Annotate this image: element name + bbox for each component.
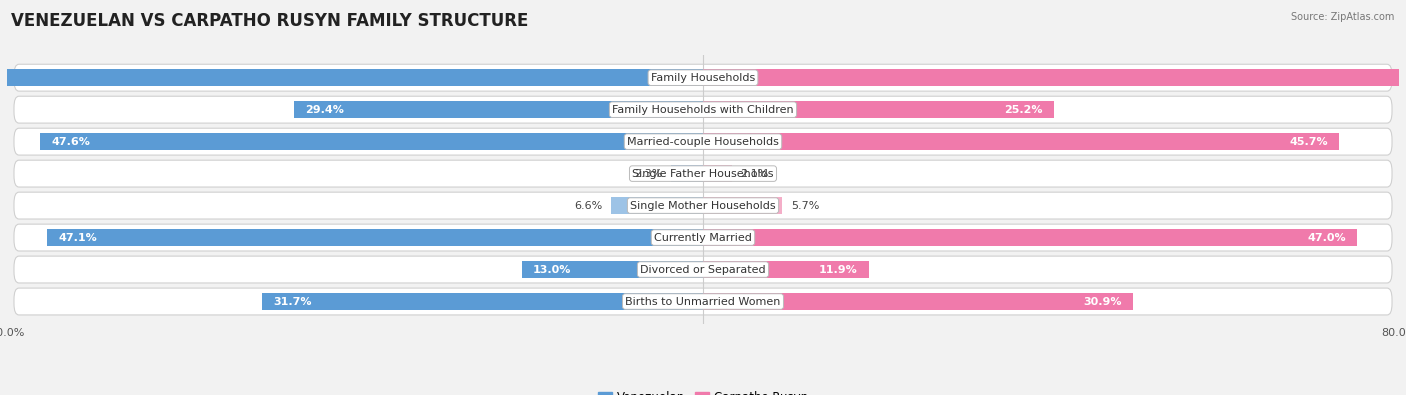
FancyBboxPatch shape	[14, 128, 1392, 155]
Text: 29.4%: 29.4%	[305, 105, 344, 115]
Text: 30.9%: 30.9%	[1084, 297, 1122, 307]
Text: Married-couple Households: Married-couple Households	[627, 137, 779, 147]
Text: Single Father Households: Single Father Households	[633, 169, 773, 179]
Text: VENEZUELAN VS CARPATHO RUSYN FAMILY STRUCTURE: VENEZUELAN VS CARPATHO RUSYN FAMILY STRU…	[11, 12, 529, 30]
Text: 6.6%: 6.6%	[575, 201, 603, 211]
Bar	[703, 293, 1133, 310]
Text: Divorced or Separated: Divorced or Separated	[640, 265, 766, 275]
Bar	[262, 293, 703, 310]
Text: 2.1%: 2.1%	[741, 169, 769, 179]
Text: 5.7%: 5.7%	[790, 201, 820, 211]
FancyBboxPatch shape	[14, 192, 1392, 219]
Text: 25.2%: 25.2%	[1004, 105, 1043, 115]
Bar	[671, 165, 703, 182]
Text: Single Mother Households: Single Mother Households	[630, 201, 776, 211]
FancyBboxPatch shape	[14, 160, 1392, 187]
Bar	[703, 70, 1406, 86]
Text: Family Households with Children: Family Households with Children	[612, 105, 794, 115]
Bar	[41, 134, 703, 150]
FancyBboxPatch shape	[14, 256, 1392, 283]
FancyBboxPatch shape	[14, 96, 1392, 123]
FancyBboxPatch shape	[14, 64, 1392, 91]
Text: Births to Unmarried Women: Births to Unmarried Women	[626, 297, 780, 307]
FancyBboxPatch shape	[14, 288, 1392, 315]
Text: 2.3%: 2.3%	[634, 169, 662, 179]
Bar	[612, 197, 703, 214]
Bar	[294, 102, 703, 118]
Bar	[48, 229, 703, 246]
Bar	[703, 165, 733, 182]
Bar	[703, 134, 1339, 150]
Text: Family Households: Family Households	[651, 73, 755, 83]
Bar	[703, 229, 1357, 246]
Text: 47.0%: 47.0%	[1308, 233, 1346, 243]
Bar	[522, 261, 703, 278]
Text: Source: ZipAtlas.com: Source: ZipAtlas.com	[1291, 12, 1395, 22]
Bar	[0, 70, 703, 86]
Text: 47.1%: 47.1%	[59, 233, 97, 243]
Text: 47.6%: 47.6%	[52, 137, 90, 147]
Text: 11.9%: 11.9%	[818, 265, 858, 275]
Text: 31.7%: 31.7%	[273, 297, 311, 307]
Bar	[703, 261, 869, 278]
Legend: Venezuelan, Carpatho Rusyn: Venezuelan, Carpatho Rusyn	[598, 391, 808, 395]
Text: Currently Married: Currently Married	[654, 233, 752, 243]
FancyBboxPatch shape	[14, 224, 1392, 251]
Bar	[703, 197, 782, 214]
Bar	[703, 102, 1053, 118]
Text: 45.7%: 45.7%	[1289, 137, 1329, 147]
Text: 13.0%: 13.0%	[533, 265, 572, 275]
